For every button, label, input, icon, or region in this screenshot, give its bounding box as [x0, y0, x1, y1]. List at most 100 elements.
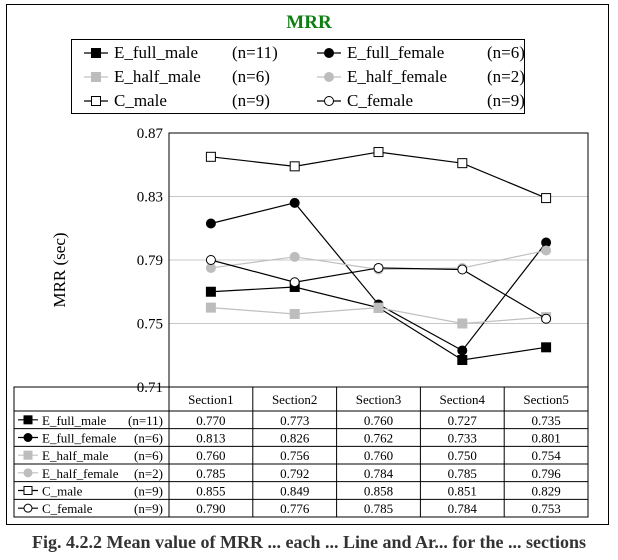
table-series-key-marker	[23, 433, 33, 442]
x-tick-label: Section3	[356, 392, 402, 407]
legend-series-name: E_full_male	[114, 43, 199, 62]
data-value-label: 0.826	[280, 431, 310, 446]
data-point	[289, 161, 300, 172]
data-value-label: 0.760	[364, 448, 393, 463]
data-value-label: 0.727	[448, 413, 478, 428]
legend-marker	[317, 96, 341, 106]
y-tick-label: 0.79	[137, 253, 163, 269]
data-point	[289, 251, 300, 262]
figure-caption: Fig. 4.2.2 Mean value of MRR ... each ..…	[32, 532, 586, 552]
data-value-label: 0.762	[364, 431, 393, 446]
data-value-label: 0.849	[280, 484, 309, 499]
table-series-name: C_female	[42, 501, 93, 516]
data-value-label: 0.792	[280, 466, 309, 481]
legend-series-count: (n=2)	[487, 67, 525, 86]
data-value-label: 0.773	[280, 413, 309, 428]
legend-entry: E_half_female (n=2)	[317, 66, 525, 88]
legend-series-name: C_female	[347, 91, 414, 110]
table-series-key-marker	[23, 503, 33, 513]
chart-legend: E_full_male (n=11) E_full_female (n=6) E_hal…	[71, 39, 525, 114]
chart-plot: 0.87 0.83 0.79 0.75 0.71 Section1 Section2 Sect…	[13, 126, 589, 518]
legend-series-name: E_half_female	[347, 67, 448, 86]
data-point	[205, 302, 216, 313]
x-tick-label: Section1	[188, 392, 234, 407]
table-series-key-marker	[23, 486, 33, 495]
data-value-label: 0.750	[448, 448, 477, 463]
data-value-label: 0.785	[196, 466, 225, 481]
data-point	[373, 302, 384, 313]
legend-series-count: (n=11)	[232, 43, 278, 62]
data-point	[205, 151, 216, 162]
data-point	[205, 286, 216, 297]
data-value-label: 0.790	[196, 501, 225, 516]
table-series-count: (n=9)	[134, 501, 163, 516]
data-point	[457, 158, 468, 169]
table-series-name: E_half_female	[42, 466, 119, 481]
table-series-count: (n=6)	[134, 431, 163, 446]
data-value-label: 0.829	[531, 484, 560, 499]
data-value-label: 0.760	[364, 413, 393, 428]
data-value-label: 0.776	[280, 501, 310, 516]
data-point	[289, 277, 300, 288]
chart-title: MRR	[286, 12, 332, 33]
data-point	[205, 255, 216, 265]
data-point	[373, 147, 384, 158]
data-value-label: 0.851	[448, 484, 477, 499]
legend-marker	[317, 72, 341, 82]
data-value-label: 0.784	[364, 466, 394, 481]
legend-entry: E_half_male (n=6)	[84, 66, 309, 88]
legend-series-count: (n=9)	[232, 91, 270, 110]
x-tick-label: Section4	[440, 392, 486, 407]
data-value-label: 0.735	[531, 413, 560, 428]
legend-series-count: (n=6)	[487, 43, 525, 62]
table-series-count: (n=11)	[128, 413, 163, 428]
legend-entry: E_full_female (n=6)	[317, 42, 525, 64]
data-value-label: 0.784	[448, 501, 478, 516]
figure-frame	[6, 4, 609, 525]
table-series-key-marker	[23, 450, 33, 460]
legend-series-count: (n=9)	[487, 91, 525, 110]
data-point	[541, 245, 552, 256]
data-value-label: 0.760	[196, 448, 225, 463]
data-value-label: 0.770	[196, 413, 225, 428]
data-value-label: 0.754	[531, 448, 561, 463]
series-line	[210, 202, 547, 352]
legend-series-name: C_male	[114, 91, 167, 110]
data-value-label: 0.756	[280, 448, 310, 463]
legend-marker	[317, 48, 341, 58]
legend-entry: E_full_male (n=11)	[84, 42, 309, 64]
legend-entry: C_female (n=9)	[317, 90, 525, 112]
table-series-name: C_male	[42, 484, 83, 499]
x-tick-label: Section5	[523, 392, 569, 407]
data-point	[541, 342, 552, 353]
legend-series-count: (n=6)	[232, 67, 270, 86]
data-point	[457, 355, 468, 366]
data-point	[289, 197, 300, 208]
data-value-label: 0.813	[196, 431, 225, 446]
table-series-count: (n=9)	[134, 484, 163, 499]
data-value-label: 0.855	[196, 484, 225, 499]
y-tick-label: 0.71	[137, 380, 163, 396]
y-axis-label: MRR (sec)	[50, 232, 69, 308]
data-point	[457, 264, 468, 275]
data-value-label: 0.785	[364, 501, 393, 516]
data-value-label: 0.785	[448, 466, 477, 481]
data-value-label: 0.733	[448, 431, 477, 446]
y-tick-label: 0.83	[137, 190, 163, 206]
data-point	[457, 345, 468, 356]
table-series-key-marker	[23, 415, 33, 425]
y-tick-label: 0.87	[137, 126, 164, 142]
legend-series-name: E_full_female	[347, 43, 445, 62]
table-series-name: E_half_male	[42, 448, 109, 463]
data-point	[541, 313, 552, 324]
table-series-count: (n=6)	[134, 448, 163, 463]
data-point	[373, 262, 384, 273]
legend-entry: C_male (n=9)	[84, 90, 309, 112]
x-tick-label: Section2	[272, 392, 318, 407]
data-point	[205, 218, 216, 229]
data-point	[289, 308, 300, 319]
table-series-key-marker	[23, 468, 33, 478]
data-point	[541, 193, 552, 204]
legend-marker	[84, 48, 108, 58]
data-point	[457, 318, 468, 329]
